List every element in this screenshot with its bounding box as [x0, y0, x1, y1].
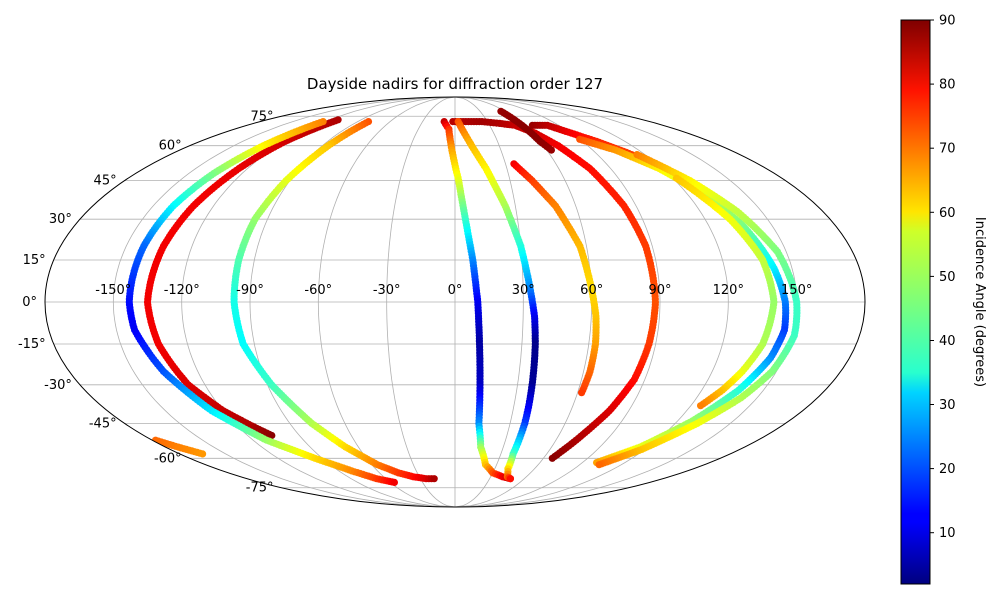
data-point [578, 389, 586, 397]
longitude-tick-label: -90° [236, 283, 264, 298]
colorbar-tick-label: 50 [939, 270, 956, 285]
latitude-tick-label: 0° [22, 295, 37, 310]
map-grid [45, 97, 865, 507]
data-point [390, 478, 398, 486]
colorbar-tick-label: 20 [939, 462, 956, 477]
longitude-tick-label: -60° [304, 283, 332, 298]
latitude-tick-label: -30° [44, 378, 72, 393]
latitude-tick-label: 15° [23, 253, 46, 268]
latitude-tick-label: -45° [89, 416, 117, 431]
colorbar-tick-label: 60 [939, 206, 956, 221]
data-point [506, 475, 514, 483]
latitude-tick-label: 45° [94, 174, 117, 189]
plot-area: -150° -120° -90° -60° -30° 0° 30° 60° 90° 120° 150… [18, 96, 866, 508]
data-point [595, 461, 603, 469]
latitude-tick-label: -75° [246, 481, 274, 496]
latitude-tick-labels: -75° -60° -45° -30° -15° 0° 15° 30° 45° 60° 75° [18, 109, 274, 495]
data-points [125, 107, 801, 486]
longitude-tick-label: 90° [648, 283, 671, 298]
longitude-tick-label: 60° [580, 283, 603, 298]
colorbar-tick-label: 10 [939, 526, 956, 541]
map-boundary [44, 96, 866, 508]
data-point [268, 431, 276, 440]
colorbar-tick-label: 30 [939, 398, 956, 413]
colorbar-label: Incidence Angle (degrees) [972, 217, 987, 387]
colorbar-ticks: 10 20 30 40 50 60 70 80 90 [930, 14, 956, 541]
chart-title: Dayside nadirs for diffraction order 127 [307, 75, 603, 93]
colorbar-tick-label: 90 [939, 14, 956, 29]
colorbar-tick-label: 40 [939, 334, 956, 349]
longitude-tick-label: -120° [164, 283, 200, 298]
data-point [199, 450, 207, 458]
latitude-tick-label: -60° [154, 451, 182, 466]
longitude-tick-label: 120° [713, 283, 744, 298]
longitude-tick-labels: -150° -120° -90° -60° -30° 0° 30° 60° 90° 120° 150… [95, 283, 812, 298]
longitude-tick-label: -30° [373, 283, 401, 298]
latitude-tick-label: 60° [159, 139, 182, 154]
data-point [697, 402, 705, 410]
latitude-tick-label: 75° [250, 109, 273, 124]
longitude-tick-label: 150° [781, 283, 812, 298]
latitude-tick-label: 30° [49, 212, 72, 227]
colorbar: 10 20 30 40 50 60 70 80 90 Incidence Angle (degr… [900, 14, 987, 585]
colorbar-gradient [900, 19, 931, 585]
longitude-tick-label: -150° [95, 283, 131, 298]
data-point [547, 146, 556, 154]
colorbar-tick-label: 80 [939, 78, 956, 93]
data-point [430, 475, 438, 483]
longitude-tick-label: 0° [448, 283, 463, 298]
data-point [548, 454, 556, 462]
longitude-tick-label: 30° [512, 283, 535, 298]
colorbar-tick-label: 70 [939, 142, 956, 157]
latitude-tick-label: -15° [18, 337, 46, 352]
